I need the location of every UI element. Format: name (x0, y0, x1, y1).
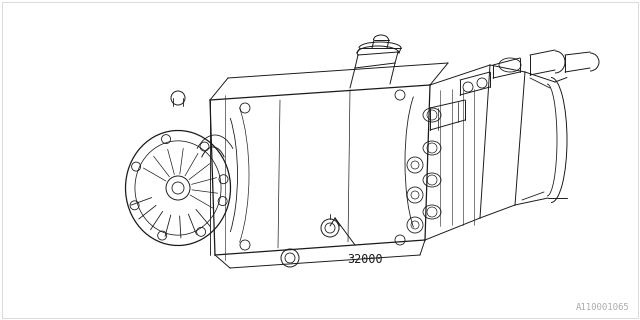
Text: A110001065: A110001065 (576, 303, 630, 312)
Text: 32000: 32000 (347, 253, 383, 266)
